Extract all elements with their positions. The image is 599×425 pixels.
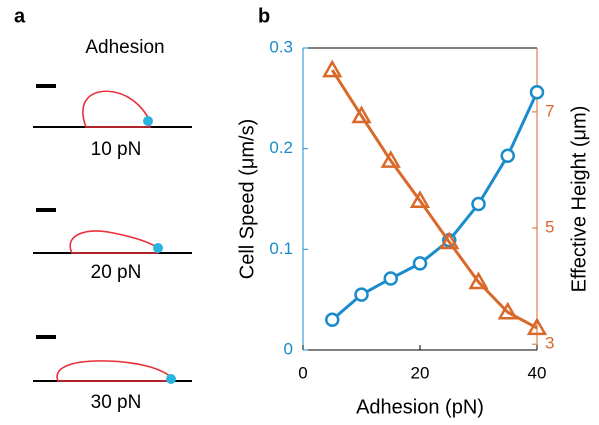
diagram-label: 10 pN bbox=[91, 139, 142, 160]
series-line bbox=[330, 69, 538, 330]
y2-tick-label: 7 bbox=[545, 101, 554, 120]
cell-outline bbox=[69, 230, 159, 254]
data-point bbox=[500, 148, 515, 163]
data-point bbox=[322, 59, 343, 78]
data-point bbox=[354, 287, 369, 302]
data-point bbox=[380, 150, 401, 168]
data-point bbox=[468, 271, 489, 290]
series-line bbox=[331, 91, 539, 321]
x-axis-label: Adhesion (pN) bbox=[356, 396, 484, 418]
data-point bbox=[351, 105, 372, 124]
diagram-title: Adhesion bbox=[85, 37, 164, 58]
data-point bbox=[471, 196, 486, 212]
data-point bbox=[529, 85, 545, 100]
chart: 0 20 40 0 0.1 0.2 0.3 3 5 7 Adhesion (pN) Cell Spee… bbox=[236, 37, 590, 418]
cell-outline bbox=[82, 90, 151, 128]
y-tick-label: 0.2 bbox=[269, 138, 293, 157]
y-tick-label: 0.1 bbox=[269, 239, 293, 258]
data-point bbox=[439, 231, 460, 250]
x-tick-label: 0 bbox=[298, 363, 307, 382]
cell-outline bbox=[56, 360, 172, 382]
y-axis-label: Cell Speed (μm/s) bbox=[236, 119, 258, 279]
data-point bbox=[409, 190, 431, 208]
adhesion-site bbox=[143, 116, 153, 126]
y-tick-label: 0 bbox=[284, 339, 293, 358]
y-tick-label: 0.3 bbox=[269, 37, 293, 56]
x-tick-label: 40 bbox=[528, 363, 547, 382]
data-point bbox=[383, 271, 398, 286]
y2-tick-label: 3 bbox=[545, 334, 554, 353]
adhesion-site bbox=[153, 243, 163, 253]
y2-axis-label: Effective Height (μm) bbox=[568, 106, 590, 293]
data-point bbox=[325, 312, 340, 328]
diagram-label: 30 pN bbox=[91, 392, 142, 413]
data-point bbox=[497, 301, 518, 320]
x-tick-label: 20 bbox=[411, 363, 430, 382]
y2-tick-label: 5 bbox=[545, 218, 554, 237]
panel-label: a bbox=[14, 5, 26, 27]
data-point bbox=[412, 256, 428, 271]
adhesion-site bbox=[166, 374, 176, 384]
data-point bbox=[526, 317, 548, 336]
diagram-label: 20 pN bbox=[91, 262, 142, 283]
panel-label: b bbox=[258, 5, 270, 27]
